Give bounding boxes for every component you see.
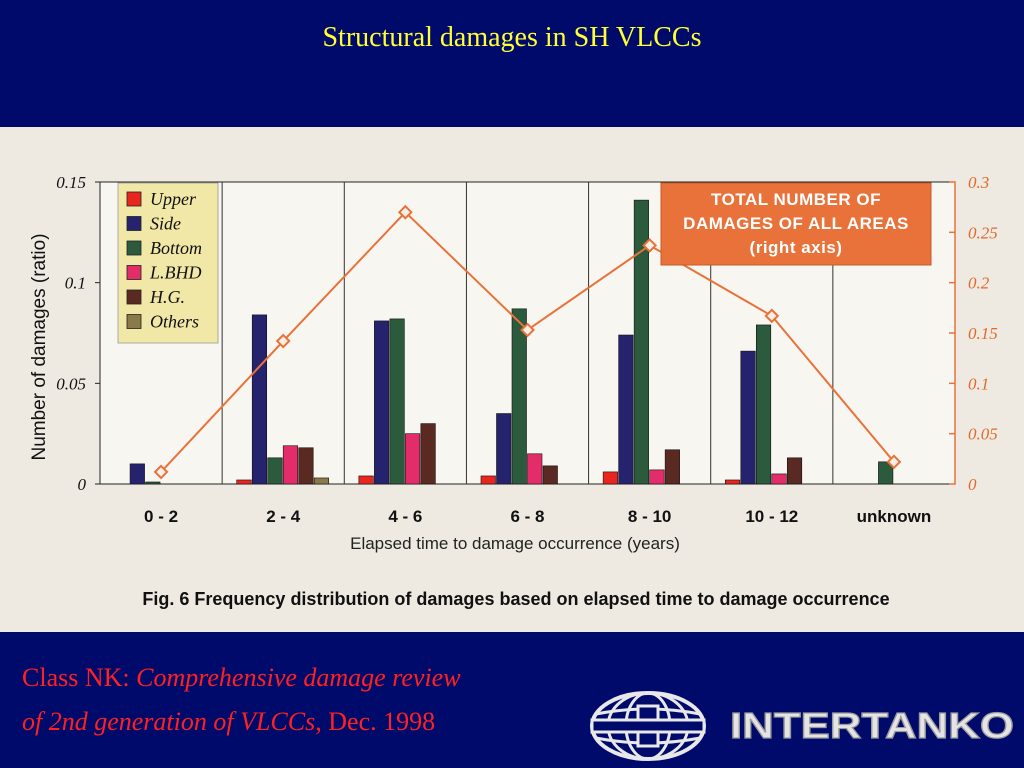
y-axis-label: Number of damages (ratio): [29, 233, 50, 460]
legend-label: Others: [150, 312, 199, 332]
legend-label: H.G.: [149, 287, 185, 307]
bar-hg-5: [786, 457, 803, 485]
legend-label: Bottom: [150, 238, 202, 258]
legend-swatch: [126, 216, 142, 231]
citation-title-line1: Comprehensive damage review: [136, 663, 461, 692]
chart-svg: 0 0.05 0.1 0.15 0 0.05 0.1 0.15 0.2 0.25 0.3 0 - 2 2…: [29, 173, 998, 609]
x-tick-label: 8 - 10: [628, 507, 671, 526]
total-line-point-6: [886, 454, 902, 470]
x-tick-label: 6 - 8: [510, 507, 544, 526]
total-line-point-1: [275, 333, 291, 349]
y-tick-label: 0.1: [65, 274, 86, 293]
total-box-line: (right axis): [750, 238, 843, 257]
y-tick-label: 0.15: [56, 173, 86, 192]
citation-title-line2: of 2nd generation of VLCCs: [22, 707, 316, 736]
y-tick-label: 0.05: [56, 374, 86, 393]
slide-title: Structural damages in SH VLCCs: [322, 22, 702, 53]
y2-tick-label: 0.15: [968, 324, 998, 343]
figure-caption: Fig. 6 Frequency distribution of damages…: [142, 589, 889, 609]
x-tick-label: 4 - 6: [388, 507, 422, 526]
bar-bottom-6: [878, 461, 894, 485]
bar-others-1: [313, 477, 330, 485]
legend-swatch: [126, 240, 142, 256]
bar-upper-3: [480, 475, 496, 485]
legend-swatch: [126, 314, 142, 329]
bar-hg-2: [420, 423, 436, 485]
total-box-bg: [660, 182, 932, 266]
x-tick-label: unknown: [857, 507, 932, 526]
x-tick-label: 10 - 12: [745, 507, 798, 526]
footer: Class NK: Comprehensive damage review of…: [0, 632, 1024, 768]
legend-label: Upper: [150, 189, 197, 209]
x-tick-label: 0 - 2: [144, 507, 178, 526]
y2-tick-label: 0.05: [968, 425, 998, 444]
legend-label: L.BHD: [149, 263, 202, 283]
legend-label: Side: [150, 214, 181, 234]
legend-swatch: [126, 289, 142, 305]
total-box-line: TOTAL NUMBER OF: [711, 190, 881, 209]
bar-bottom-2: [389, 318, 405, 485]
total-box-line: DAMAGES OF ALL AREAS: [683, 214, 909, 233]
bar-upper-1: [236, 479, 252, 485]
chart-figure: 0 0.05 0.1 0.15 0 0.05 0.1 0.15 0.2 0.25 0.3 0 - 2 2…: [0, 127, 1024, 632]
bar-lbhd-2: [405, 433, 421, 485]
y2-tick-label: 0.25: [968, 223, 998, 242]
brand-logo: INTERTANKO: [729, 704, 1014, 744]
bar-bottom-0: [145, 481, 161, 485]
citation-prefix: Class NK:: [22, 663, 137, 692]
x-axis-label: Elapsed time to damage occurrence (years…: [350, 534, 680, 553]
source-citation: Class NK: Comprehensive damage review of…: [22, 656, 602, 744]
bar-lbhd-4: [649, 469, 665, 485]
total-line-point-3: [520, 322, 535, 338]
bar-side-1: [251, 314, 268, 485]
total-line-point-0: [153, 464, 169, 480]
bar-hg-3: [542, 465, 558, 485]
bar-bottom-5: [755, 324, 772, 485]
bar-side-2: [374, 320, 390, 485]
legend-swatch: [126, 265, 142, 280]
bar-bottom-1: [267, 457, 283, 485]
bar-upper-2: [358, 475, 374, 485]
bar-side-5: [740, 350, 756, 485]
bar-side-4: [618, 334, 634, 485]
axis-layer: 0 0.05 0.1 0.15 0 0.05 0.1 0.15 0.2 0.25 0.3 0 - 2 2…: [56, 173, 998, 526]
line-layer: [153, 204, 902, 480]
bar-upper-5: [724, 479, 741, 485]
y2-tick-label: 0.2: [968, 274, 990, 293]
y2-tick-label: 0: [968, 475, 977, 494]
total-line-point-5: [764, 308, 780, 324]
globe-logo-icon: [590, 691, 706, 761]
legend-swatch: [126, 191, 142, 207]
citation-suffix: , Dec. 1998: [315, 707, 436, 736]
bar-bottom-3: [511, 308, 527, 485]
bar-upper-4: [602, 471, 618, 485]
bar-lbhd-1: [282, 445, 299, 485]
y-tick-label: 0: [78, 475, 87, 494]
bar-side-3: [496, 413, 512, 485]
bar-bottom-4: [633, 199, 649, 485]
y2-tick-label: 0.3: [968, 173, 989, 192]
x-tick-label: 2 - 4: [266, 507, 301, 526]
bar-side-0: [129, 463, 145, 485]
legend: Upper Side Bottom L.BHD H.G. Others: [117, 182, 219, 344]
total-annotation-box: TOTAL NUMBER OF DAMAGES OF ALL AREAS (righ…: [660, 182, 932, 266]
total-line-point-4: [642, 238, 658, 253]
brand-logo-text: INTERTANKO: [730, 705, 1014, 744]
bars-layer: [129, 199, 894, 485]
bar-hg-4: [664, 449, 680, 485]
bar-hg-1: [298, 447, 314, 485]
total-line-point-2: [397, 204, 413, 220]
bar-lbhd-5: [771, 473, 787, 485]
bar-lbhd-3: [527, 453, 543, 485]
y2-tick-label: 0.1: [968, 374, 989, 393]
